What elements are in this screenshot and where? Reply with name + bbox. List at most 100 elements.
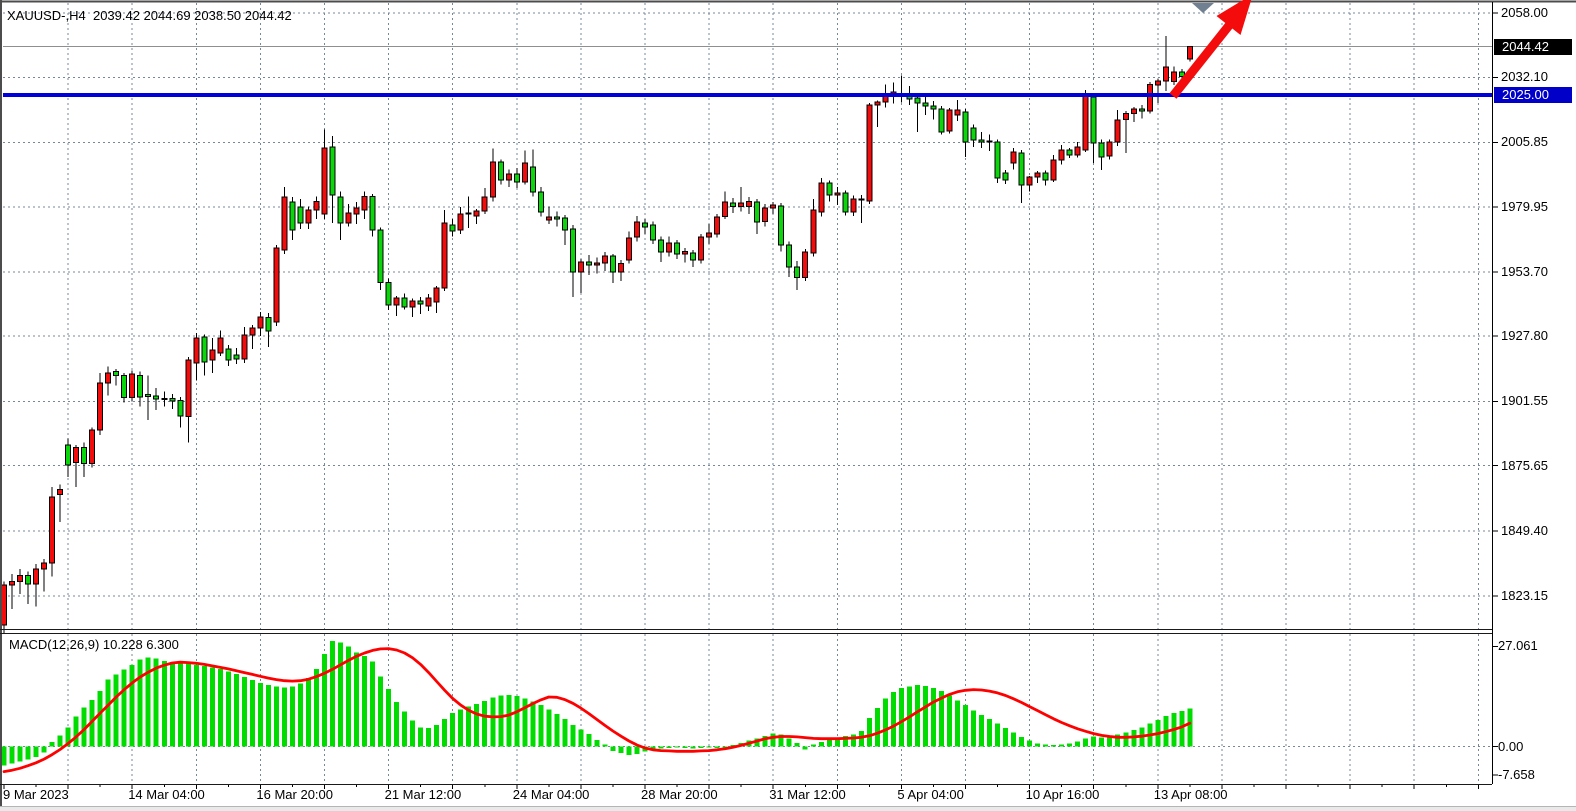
candle-bullish xyxy=(465,212,472,215)
macd-histogram-bar xyxy=(802,746,808,750)
macd-histogram-bar xyxy=(33,746,39,757)
candle-bearish xyxy=(938,108,945,133)
macd-histogram-bar xyxy=(1091,736,1097,747)
candle-bullish xyxy=(802,251,809,278)
macd-histogram-bar xyxy=(1035,743,1041,747)
time-axis-label: 24 Mar 04:00 xyxy=(512,787,590,802)
macd-histogram-bar xyxy=(249,680,255,747)
macd-histogram-bar xyxy=(209,667,215,747)
macd-histogram-bar xyxy=(1187,708,1193,747)
candle-bearish xyxy=(561,217,568,231)
candle-bullish xyxy=(489,161,496,198)
macd-histogram-bar xyxy=(378,676,384,747)
macd-histogram-bar xyxy=(602,744,608,747)
macd-histogram-bar xyxy=(410,720,416,747)
macd-histogram-bar xyxy=(930,688,936,747)
candle-bearish xyxy=(529,166,536,193)
candle-bullish xyxy=(1106,141,1113,157)
price-axis-label: 1979.95 xyxy=(1501,198,1548,214)
candle-bearish xyxy=(658,239,664,253)
macd-histogram-bar xyxy=(265,685,271,747)
candle-bearish xyxy=(169,397,176,402)
macd-histogram-bar xyxy=(674,746,680,748)
macd-histogram-bar xyxy=(1179,711,1185,747)
macd-histogram-bar xyxy=(1,746,7,766)
macd-histogram-bar xyxy=(570,725,576,747)
candle-bullish xyxy=(1114,119,1121,143)
time-axis-label: 21 Mar 12:00 xyxy=(384,787,462,802)
candle-bearish xyxy=(1002,172,1009,181)
macd-histogram-bar xyxy=(826,739,832,747)
candle-bullish xyxy=(601,255,608,264)
candle-bullish xyxy=(473,210,480,217)
candle-bullish xyxy=(1050,159,1057,181)
candle-bullish xyxy=(313,201,320,211)
macd-histogram-bar xyxy=(506,694,512,747)
macd-histogram-bar xyxy=(81,707,87,747)
candle-bullish xyxy=(505,173,512,181)
macd-histogram-bar xyxy=(129,665,135,747)
macd-histogram-bar xyxy=(834,738,840,747)
candle-bearish xyxy=(569,228,576,273)
macd-histogram-bar xyxy=(426,728,432,747)
macd-histogram-bar xyxy=(450,713,456,747)
macd-histogram-bar xyxy=(866,718,872,747)
candle-bullish xyxy=(682,250,689,255)
candle-bullish xyxy=(834,192,841,196)
macd-histogram-bar xyxy=(554,714,560,747)
macd-histogram-bar xyxy=(482,701,488,747)
macd-axis-label: 27.061 xyxy=(1498,638,1538,654)
macd-histogram-bar xyxy=(1019,736,1025,747)
candle-bullish xyxy=(73,446,80,463)
macd-histogram-bar xyxy=(995,723,1000,747)
macd-histogram-bar xyxy=(137,659,143,747)
chart-shift-marker-icon xyxy=(1192,3,1214,13)
macd-histogram-bar xyxy=(306,678,311,747)
macd-histogram-bar xyxy=(1107,736,1113,747)
price-axis-label: 2058.00 xyxy=(1501,5,1548,20)
macd-histogram-bar xyxy=(153,658,159,747)
candle-bullish xyxy=(257,316,264,329)
price-axis-label: 1849.40 xyxy=(1501,522,1548,538)
macd-histogram-bar xyxy=(185,663,191,747)
candle-bearish xyxy=(994,141,1001,179)
candle-bearish xyxy=(337,196,344,224)
macd-axis-label: 0.00 xyxy=(1498,738,1524,754)
candle-bearish xyxy=(201,336,208,363)
macd-histogram-bar xyxy=(322,654,327,747)
candle-bearish xyxy=(233,354,240,360)
candle-bearish xyxy=(778,205,785,246)
candle-bearish xyxy=(137,374,144,398)
candle-bearish xyxy=(1066,149,1073,156)
candle-bullish xyxy=(626,237,632,261)
candle-bullish xyxy=(521,162,528,183)
macd-histogram-bar xyxy=(65,727,71,747)
macd-histogram-bar xyxy=(818,742,824,747)
macd-histogram-bar xyxy=(177,663,183,747)
macd-histogram-bar xyxy=(498,695,504,747)
candle-bullish xyxy=(746,201,753,208)
candle-bullish xyxy=(281,196,288,251)
time-axis-label: 9 Mar 2023 xyxy=(3,787,69,802)
macd-histogram-bar xyxy=(682,746,688,748)
price-axis-label: 1953.70 xyxy=(1501,263,1548,279)
candle-bullish xyxy=(57,489,64,496)
candle-bearish xyxy=(401,297,408,308)
macd-histogram-bar xyxy=(57,735,63,747)
candle-bearish xyxy=(1098,142,1105,158)
macd-histogram-bar xyxy=(690,746,696,749)
candle-bearish xyxy=(930,105,937,110)
window-bottom-strip xyxy=(0,806,1576,811)
macd-histogram-bar xyxy=(161,660,167,747)
macd-histogram-bar xyxy=(25,746,31,760)
macd-histogram-bar xyxy=(538,705,544,747)
macd-histogram-bar xyxy=(794,742,800,747)
macd-histogram-bar xyxy=(217,668,223,747)
candle-bullish xyxy=(545,216,552,221)
candle-bearish xyxy=(553,216,560,220)
candle-bearish xyxy=(113,371,120,376)
macd-histogram-bar xyxy=(113,674,119,747)
macd-histogram-bar xyxy=(722,746,728,748)
level-price-tag[interactable]: 2025.00 xyxy=(1494,86,1572,103)
